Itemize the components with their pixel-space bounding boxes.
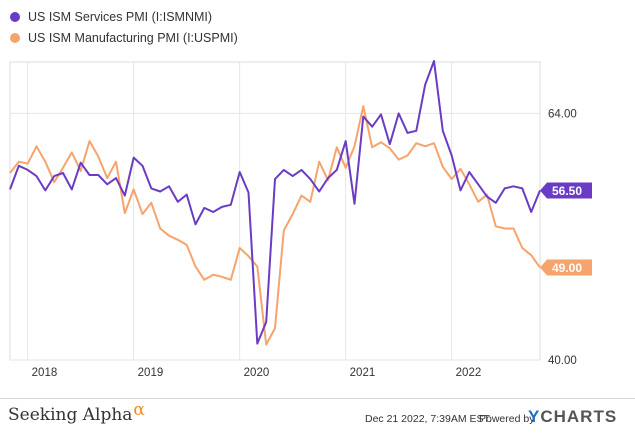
last-value-text-0: 56.50 [552,184,582,198]
x-tick-label-2021: 2021 [350,367,376,379]
ycharts-logo[interactable]: YCHARTS [528,407,617,427]
powered-by-label: Powered by [479,413,535,425]
x-tick-label-2019: 2019 [138,367,164,379]
last-value-label-1: 49.00 [540,259,592,276]
last-value-text-1: 49.00 [552,261,582,275]
x-tick-label-2020: 2020 [244,367,270,379]
legend-label-services: US ISM Services PMI (I:ISMNMI) [28,9,213,24]
legend-marker-manufacturing [10,32,20,43]
brand-name: Seeking Alpha [8,405,133,425]
pmi-line-chart: 2018 2019 2020 2021 2022 40.00 64.00 56.50 49.00 [9,60,592,379]
series-line-0 [9,60,541,345]
last-value-badge-1 [540,259,592,276]
chart-legend: US ISM Services PMI (I:ISMNMI) US ISM Ma… [8,6,238,48]
legend-item-manufacturing[interactable]: US ISM Manufacturing PMI (I:USPMI) [8,27,238,48]
y-tick-label-64.00: 64.00 [548,108,577,120]
ycharts-y-mark: Y [528,407,541,426]
last-value-label-0: 56.50 [540,182,592,199]
chart-footer: Seeking Alphaα Dec 21 2022, 7:39AM EST. … [0,398,635,433]
legend-marker-services [10,11,20,22]
alpha-icon: α [133,400,145,420]
plot-area-border [9,61,541,361]
legend-item-services[interactable]: US ISM Services PMI (I:ISMNMI) [8,6,238,27]
seeking-alpha-logo[interactable]: Seeking Alphaα [8,400,145,425]
timestamp: Dec 21 2022, 7:39AM EST. [365,413,492,425]
x-tick-label-2018: 2018 [32,367,58,379]
x-tick-label-2022: 2022 [456,367,482,379]
last-value-badge-0 [540,182,592,199]
ycharts-wordmark: CHARTS [540,407,618,426]
series-line-1 [9,105,541,346]
legend-label-manufacturing: US ISM Manufacturing PMI (I:USPMI) [28,30,238,45]
y-tick-label-40.00: 40.00 [548,355,577,367]
